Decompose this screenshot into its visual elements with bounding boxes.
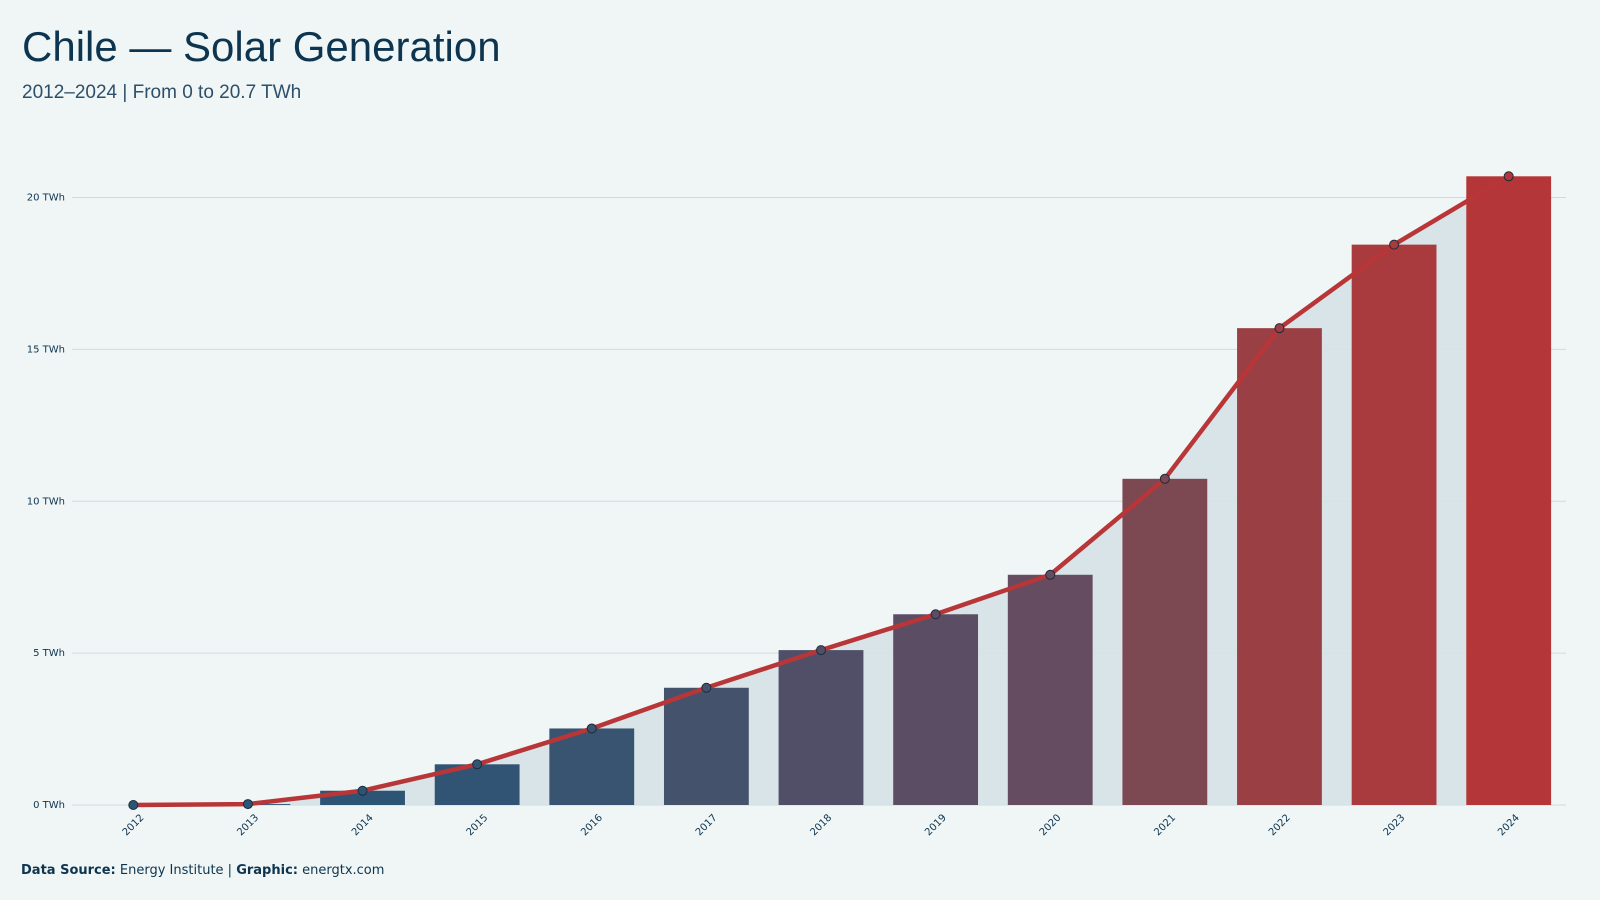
x-tick-label: 2020	[1038, 812, 1064, 838]
point	[1045, 569, 1056, 580]
point	[1274, 323, 1285, 334]
x-tick-label: 2019	[923, 812, 949, 838]
point	[357, 785, 368, 796]
x-tick-label: 2022	[1267, 812, 1293, 838]
x-tick-label: 2018	[808, 812, 834, 838]
graphic: energtx.com	[302, 863, 384, 878]
bar	[778, 650, 864, 805]
bar	[1466, 176, 1552, 805]
x-tick-label: 2017	[694, 812, 720, 838]
x-tick-label: 2014	[350, 812, 376, 838]
x-tick-label: 2023	[1382, 812, 1408, 838]
graphic-label: Graphic:	[236, 863, 298, 878]
x-tick-label: 2016	[579, 812, 605, 838]
point	[930, 609, 941, 620]
point	[242, 799, 253, 810]
point	[1159, 473, 1170, 484]
x-tick-label: 2015	[465, 812, 491, 838]
point	[586, 723, 597, 734]
point	[472, 759, 483, 770]
chart-title: Chile — Solar Generation	[22, 23, 501, 70]
point	[701, 682, 712, 693]
x-tick-label: 2012	[121, 812, 147, 838]
y-tick-label: 15 TWh	[27, 344, 65, 355]
x-tick-label: 2021	[1152, 812, 1178, 838]
point	[1389, 239, 1400, 250]
y-tick-label: 0 TWh	[33, 800, 65, 811]
bar	[1237, 328, 1322, 805]
point	[1503, 171, 1514, 182]
y-tick-label: 5 TWh	[33, 648, 65, 659]
chart-subtitle: 2012–2024 | From 0 to 20.7 TWh	[22, 82, 301, 103]
bar	[663, 687, 749, 805]
y-tick-label: 20 TWh	[27, 193, 65, 204]
bar	[1007, 574, 1093, 805]
source-label: Data Source:	[21, 863, 116, 878]
source: Energy Institute |	[120, 863, 232, 878]
bar	[1351, 244, 1437, 805]
point	[128, 800, 139, 810]
footer: Data Source: Energy Institute | Graphic:…	[21, 863, 384, 878]
bar	[893, 614, 979, 805]
point	[816, 645, 826, 656]
x-tick-label: 2024	[1496, 812, 1522, 838]
y-tick-label: 10 TWh	[27, 496, 65, 507]
x-tick-label: 2013	[235, 812, 261, 838]
bar	[1122, 478, 1208, 805]
bar	[549, 728, 635, 805]
